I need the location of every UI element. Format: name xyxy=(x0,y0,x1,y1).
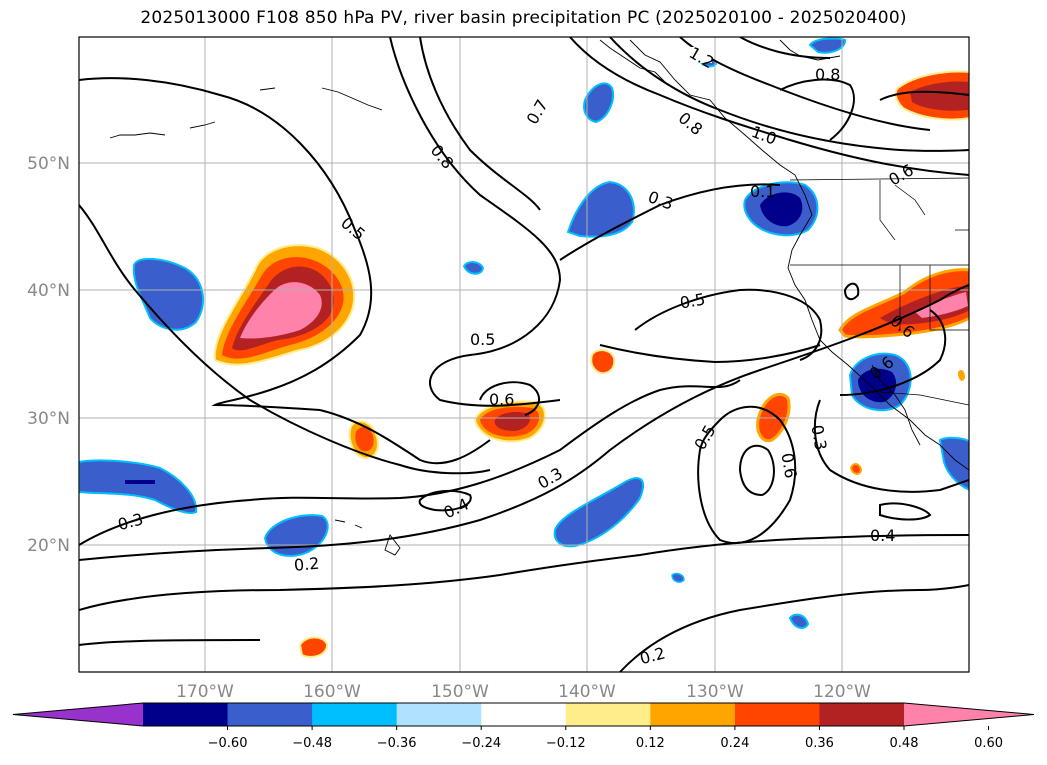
colorbar-segment xyxy=(312,703,398,726)
contour-label: 0.2 xyxy=(293,554,320,575)
colorbar-segment xyxy=(734,703,820,726)
latitude-labels: 50°N 40°N 30°N 20°N xyxy=(27,154,70,556)
colorbar-segment xyxy=(481,703,567,726)
colorbar-tick-label: −0.12 xyxy=(546,736,586,751)
contour-label: 0.5 xyxy=(470,330,495,349)
colorbar-tick-label: 0.36 xyxy=(805,736,834,751)
colorbar-segment xyxy=(143,703,229,726)
graticule-lines xyxy=(79,37,969,672)
colorbar-segment xyxy=(396,703,482,726)
colorbar-segment xyxy=(227,703,313,726)
pv-contours xyxy=(79,37,969,672)
lat-label: 30°N xyxy=(27,409,70,429)
lon-label: 140°W xyxy=(558,682,616,702)
contour-label: 0.6 xyxy=(489,390,514,409)
contour-label: 0.3 xyxy=(807,423,830,451)
map-title: 2025013000 F108 850 hPa PV, river basin … xyxy=(140,8,907,28)
lon-label: 150°W xyxy=(431,682,489,702)
lon-label: 130°W xyxy=(686,682,744,702)
colorbar-segment xyxy=(565,703,651,726)
lat-label: 40°N xyxy=(27,281,70,301)
colorbar-extend-high xyxy=(904,703,1034,726)
map-plot-area: 1.2 0.8 0.7 0.8 1.0 0.8 0.6 0.5 0.3 0.1 … xyxy=(79,37,969,672)
colorbar-tick-label: 0.60 xyxy=(974,736,1003,751)
colorbar-tick-label: −0.60 xyxy=(208,736,248,751)
contour-label: 0.8 xyxy=(815,65,840,84)
lon-label: 170°W xyxy=(176,682,234,702)
plot-frame xyxy=(78,36,970,673)
colorbar-extend-low xyxy=(13,703,143,726)
lon-label: 120°W xyxy=(813,682,871,702)
contour-label: 0.4 xyxy=(870,526,895,545)
colorbar-segment xyxy=(650,703,736,726)
longitude-labels: 170°W 160°W 150°W 140°W 130°W 120°W xyxy=(176,682,871,702)
lon-label: 160°W xyxy=(303,682,361,702)
colorbar-outline xyxy=(12,702,1035,727)
colorbar-tick-label: −0.36 xyxy=(377,736,417,751)
contour-label: 0.5 xyxy=(678,289,706,312)
lat-label: 50°N xyxy=(27,154,70,174)
colorbar: −0.60 −0.48 −0.36 −0.24 −0.12 0.12 0.24 0.36 0.4… xyxy=(12,702,1035,751)
colorbar-tick-label: −0.48 xyxy=(292,736,332,751)
lat-label: 20°N xyxy=(27,536,70,556)
colorbar-tick-label: 0.24 xyxy=(720,736,749,751)
colorbar-segment xyxy=(819,703,905,726)
political-borders xyxy=(789,177,969,406)
contour-label: 0.6 xyxy=(777,451,800,479)
contour-label: 0.1 xyxy=(750,182,775,201)
colorbar-tick-label: 0.48 xyxy=(890,736,919,751)
colorbar-tick-label: −0.24 xyxy=(461,736,501,751)
colorbar-tick-label: 0.12 xyxy=(636,736,665,751)
